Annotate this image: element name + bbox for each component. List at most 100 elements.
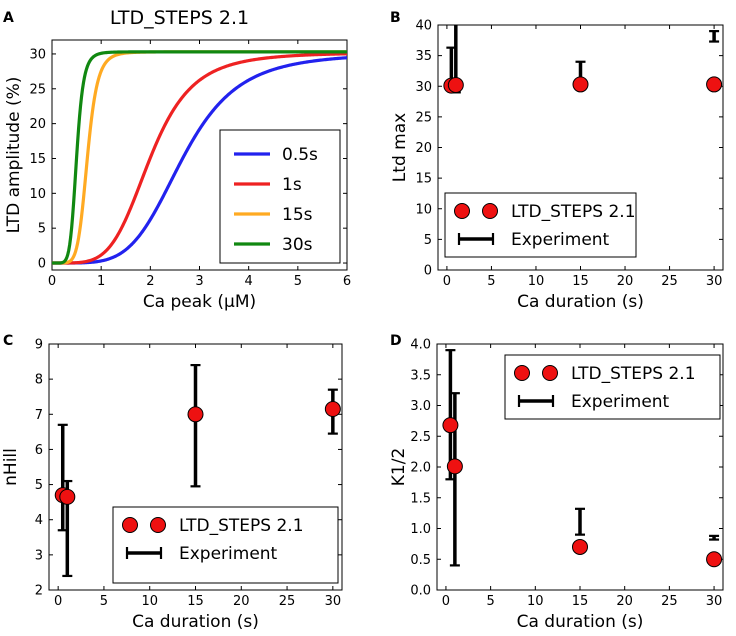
panel-a-letter: A xyxy=(3,10,14,26)
legend-label: 0.5s xyxy=(282,145,318,165)
legend-label: 15s xyxy=(282,205,313,225)
x-tick-label: 0 xyxy=(48,274,56,289)
y-tick-label: 2 xyxy=(35,584,43,599)
x-axis-label: Ca duration (s) xyxy=(517,292,644,312)
panel-b: B 0 5 10 15 20 25 30 0 5 10 15 20 25 30 35 40 Ca duration… xyxy=(390,10,724,312)
model-point xyxy=(706,76,723,93)
errorbar xyxy=(575,507,585,536)
legend-marker xyxy=(514,365,530,381)
x-tick-label: 10 xyxy=(141,594,158,609)
panel-b-letter: B xyxy=(390,10,401,26)
x-tick-label: 5 xyxy=(294,274,302,289)
y-tick-label: 35 xyxy=(415,49,432,64)
y-axis-label: nHill xyxy=(1,448,21,486)
y-tick-label: 20 xyxy=(29,117,46,132)
y-tick-label: 4.0 xyxy=(410,338,431,353)
x-tick-label: 25 xyxy=(661,594,678,609)
x-tick-label: 5 xyxy=(486,594,494,609)
y-axis-label: Ltd max xyxy=(390,113,410,182)
y-tick-label: 2.0 xyxy=(410,461,431,476)
legend-box xyxy=(504,354,721,420)
errorbar xyxy=(190,363,201,488)
y-tick-label: 8 xyxy=(35,373,43,388)
model-point xyxy=(59,488,76,505)
y-tick-label: 3 xyxy=(35,548,43,563)
y-tick-label: 5 xyxy=(424,233,432,248)
x-tick-label: 4 xyxy=(245,274,253,289)
legend-marker xyxy=(542,365,558,381)
y-tick-label: 20 xyxy=(415,141,432,156)
errorbar xyxy=(709,534,720,541)
x-tick-label: 25 xyxy=(279,594,296,609)
x-tick-label: 0 xyxy=(54,594,62,609)
legend-marker xyxy=(454,203,470,219)
x-tick-label: 30 xyxy=(706,594,723,609)
x-tick-label: 0 xyxy=(442,594,450,609)
y-tick-label: 3.5 xyxy=(410,368,431,383)
y-tick-label: 15 xyxy=(29,152,46,167)
model-point xyxy=(187,406,204,423)
x-tick-label: 0 xyxy=(443,274,451,289)
x-tick-label: 2 xyxy=(146,274,154,289)
x-axis-label: Ca duration (s) xyxy=(132,612,259,632)
model-point xyxy=(446,458,463,475)
x-tick-label: 6 xyxy=(343,274,351,289)
x-tick-label: 15 xyxy=(572,594,589,609)
y-tick-label: 10 xyxy=(415,202,432,217)
legend-label-experiment: Experiment xyxy=(179,544,278,564)
series-line-0.5s xyxy=(52,56,347,265)
y-tick-label: 0.0 xyxy=(410,584,431,599)
legend-label-model: LTD_STEPS 2.1 xyxy=(571,364,696,384)
model-point xyxy=(442,417,459,434)
model-point xyxy=(447,77,464,94)
series-line-30s xyxy=(52,50,347,265)
model-point xyxy=(706,551,723,568)
panel-d: D 0 5 10 15 20 25 30 0.0 0.5 1.0 1.5 2.0 2.5 3.0 3.5 4.0… xyxy=(389,333,724,632)
y-tick-label: 0 xyxy=(38,257,46,272)
legend-marker xyxy=(122,517,138,533)
x-tick-label: 10 xyxy=(528,274,545,289)
y-tick-label: 30 xyxy=(415,80,432,95)
chart-title: LTD_STEPS 2.1 xyxy=(110,7,249,29)
x-tick-label: 25 xyxy=(661,274,678,289)
panel-c-letter: C xyxy=(3,333,13,349)
y-tick-label: 25 xyxy=(415,110,432,125)
x-tick-label: 20 xyxy=(617,274,634,289)
legend-marker xyxy=(150,517,166,533)
x-tick-label: 20 xyxy=(233,594,250,609)
y-tick-label: 4 xyxy=(35,513,43,528)
y-tick-label: 15 xyxy=(415,172,432,187)
x-tick-label: 1 xyxy=(97,274,105,289)
x-tick-label: 15 xyxy=(572,274,589,289)
y-tick-label: 7 xyxy=(35,408,43,423)
y-tick-label: 40 xyxy=(415,19,432,34)
model-point xyxy=(324,401,341,418)
model-point xyxy=(572,76,589,93)
legend-box xyxy=(112,506,339,584)
x-axis-label: Ca peak (µM) xyxy=(143,292,256,312)
y-axis-label: LTD amplitude (%) xyxy=(4,77,24,234)
x-axis-label: Ca duration (s) xyxy=(517,612,644,632)
y-tick-label: 3.0 xyxy=(410,399,431,414)
x-tick-label: 15 xyxy=(187,594,204,609)
panel-a: A 0 1 2 3 4 5 6 0 5 10 15 20 25 30 Ca peak (µM) LTD ampl… xyxy=(3,7,351,312)
x-tick-label: 3 xyxy=(195,274,203,289)
y-tick-label: 1.5 xyxy=(410,491,431,506)
y-tick-label: 0 xyxy=(424,264,432,279)
errorbar xyxy=(709,30,720,43)
y-tick-label: 10 xyxy=(29,187,46,202)
y-tick-label: 1.0 xyxy=(410,522,431,537)
y-axis-label: K1/2 xyxy=(389,448,409,487)
x-tick-label: 30 xyxy=(706,274,723,289)
x-tick-label: 5 xyxy=(100,594,108,609)
legend-marker xyxy=(482,203,498,219)
y-tick-label: 5 xyxy=(35,478,43,493)
legend-box xyxy=(219,129,341,264)
panel-c: C 0 5 10 15 20 25 30 2 3 4 5 6 7 8 9 Ca duration (s) nHil… xyxy=(1,333,343,632)
x-tick-label: 10 xyxy=(527,594,544,609)
legend-label-experiment: Experiment xyxy=(511,230,610,250)
legend-box xyxy=(444,192,637,258)
y-tick-label: 2.5 xyxy=(410,430,431,445)
x-tick-label: 20 xyxy=(616,594,633,609)
